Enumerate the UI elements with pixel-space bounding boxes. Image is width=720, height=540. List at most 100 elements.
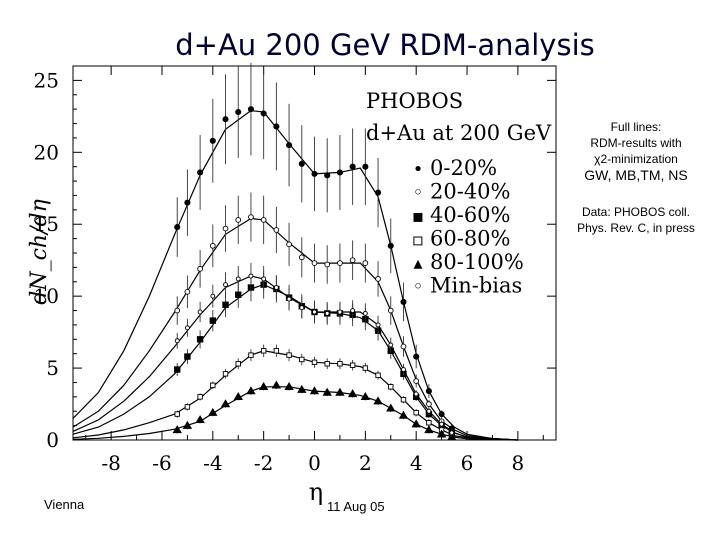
- data-point: [400, 397, 407, 403]
- data-source-line2: Phys. Rev. C, in press: [577, 221, 695, 235]
- data-point: [233, 392, 243, 401]
- data-point: [413, 409, 419, 416]
- data-point: [388, 342, 394, 348]
- data-point: [209, 242, 216, 249]
- data-point: [324, 172, 331, 179]
- series-group: [174, 62, 455, 433]
- data-point: [195, 415, 205, 424]
- data-point: [172, 425, 182, 434]
- data-point: [210, 382, 216, 389]
- data-point: [261, 276, 267, 282]
- data-point: [413, 391, 419, 397]
- data-point: [197, 309, 203, 315]
- data-point: [411, 419, 421, 428]
- data-point: [298, 160, 305, 167]
- data-point: [424, 425, 434, 434]
- data-point: [174, 411, 180, 417]
- y-tick-label: 20: [34, 140, 59, 164]
- data-point: [248, 273, 254, 279]
- data-point: [184, 199, 191, 206]
- data-point: [447, 432, 457, 441]
- data-point: [196, 336, 204, 343]
- chart-subtitle: d+Au at 200 GeV: [366, 121, 552, 145]
- data-point: [375, 276, 381, 282]
- x-tick-label: -8: [101, 451, 120, 475]
- legend-marker: ▪: [412, 206, 424, 227]
- data-point: [273, 348, 280, 354]
- data-point: [324, 361, 330, 367]
- data-point: [208, 407, 218, 416]
- data-point: [209, 137, 216, 144]
- data-point: [439, 421, 445, 427]
- data-point: [222, 371, 229, 377]
- fit-note-line3: χ2-minimization: [594, 152, 678, 166]
- data-point: [413, 353, 420, 360]
- data-point: [347, 389, 358, 398]
- data-point: [286, 352, 292, 358]
- data-point: [336, 169, 343, 176]
- x-axis-label: η: [309, 478, 323, 506]
- data-point: [349, 362, 356, 368]
- data-point: [298, 254, 305, 261]
- x-tick-label: 8: [512, 451, 525, 475]
- data-point: [362, 163, 369, 170]
- legend-marker: ▫: [412, 230, 424, 251]
- data-point: [235, 217, 242, 223]
- data-point: [360, 392, 371, 401]
- data-point: [425, 388, 432, 395]
- data-point: [375, 322, 381, 328]
- data-point: [350, 308, 356, 313]
- y-tick-label: 15: [34, 212, 59, 236]
- series-group: [174, 262, 455, 437]
- data-point: [235, 291, 242, 298]
- data-point: [362, 365, 369, 371]
- data-point: [182, 420, 193, 429]
- data-point: [248, 214, 254, 220]
- data-point: [223, 282, 228, 288]
- data-point: [247, 106, 254, 113]
- data-point: [400, 298, 407, 305]
- data-point: [220, 399, 231, 408]
- data-point: [197, 394, 203, 400]
- data-point: [174, 338, 180, 344]
- data-point: [271, 380, 282, 389]
- x-tick-label: 2: [359, 451, 372, 475]
- data-point: [388, 384, 394, 390]
- data-point: [260, 217, 267, 223]
- data-point: [235, 276, 241, 282]
- data-point: [309, 386, 320, 395]
- data-point: [337, 260, 343, 266]
- legend-label: Min-bias: [430, 274, 522, 298]
- data-point: [284, 381, 294, 390]
- fit-note-line4: GW, MB,TM, NS: [584, 167, 688, 183]
- x-tick-label: 6: [461, 451, 474, 475]
- y-tick-label: 25: [34, 68, 59, 92]
- series-group: [172, 380, 457, 441]
- data-point: [197, 265, 203, 272]
- data-point: [184, 353, 191, 360]
- footer-date: 11 Aug 05: [327, 499, 385, 514]
- data-point: [246, 386, 256, 395]
- legend-marker: ▴: [413, 253, 422, 274]
- data-point: [273, 285, 279, 290]
- chart-title: PHOBOS: [366, 89, 463, 113]
- data-point: [386, 403, 396, 412]
- data-point: [258, 381, 269, 390]
- data-point: [436, 429, 447, 438]
- data-point: [174, 224, 181, 231]
- data-point: [286, 296, 292, 302]
- data-point: [324, 261, 331, 268]
- legend-label: 80-100%: [430, 250, 524, 274]
- data-point: [400, 343, 407, 350]
- data-point: [373, 396, 383, 405]
- y-tick-label: 5: [46, 356, 59, 380]
- x-tick-label: -6: [152, 451, 171, 475]
- data-point: [375, 372, 381, 378]
- data-point: [349, 257, 356, 264]
- data-point: [174, 366, 181, 373]
- data-point: [222, 301, 229, 308]
- x-tick-label: 0: [308, 451, 321, 475]
- data-point: [426, 408, 432, 414]
- data-point: [337, 361, 343, 367]
